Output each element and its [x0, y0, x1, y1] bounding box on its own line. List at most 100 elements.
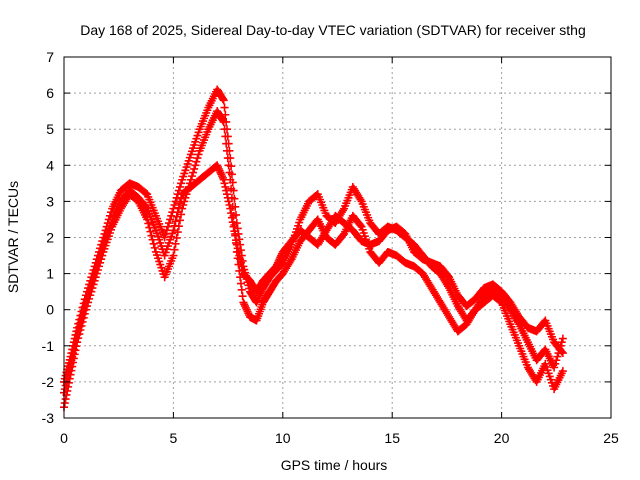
data-point: [99, 240, 108, 249]
data-point: [173, 208, 182, 217]
data-point: [238, 265, 247, 274]
y-tick-label: 4: [46, 157, 54, 173]
data-point: [174, 203, 183, 212]
data-point: [232, 236, 241, 245]
data-point: [186, 175, 195, 184]
data-point: [294, 221, 303, 230]
data-point: [104, 224, 113, 233]
data-point: [154, 232, 163, 241]
data-point: [177, 194, 186, 203]
data-point: [151, 226, 160, 235]
x-tick-label: 15: [384, 430, 400, 446]
data-point: [163, 242, 172, 251]
data-point: [181, 166, 190, 175]
data-point: [154, 254, 163, 263]
data-point: [171, 239, 180, 248]
data-point: [175, 182, 184, 191]
data-point: [85, 287, 94, 296]
y-tick-labels: -3 -2 -1 0 1 2 3 4 5 6 7: [42, 49, 55, 426]
data-point: [98, 244, 107, 253]
data-point: [542, 363, 551, 372]
data-point: [144, 219, 153, 228]
data-point: [235, 235, 244, 244]
x-axis-label: GPS time / hours: [281, 457, 388, 473]
y-tick-label: -1: [42, 338, 55, 354]
data-point: [88, 276, 97, 285]
data-point: [175, 216, 184, 225]
data-point: [173, 228, 182, 237]
data-point: [220, 179, 229, 188]
x-tick-label: 20: [494, 430, 510, 446]
chart-title: Day 168 of 2025, Sidereal Day-to-day VTE…: [80, 22, 586, 38]
data-point: [170, 245, 179, 254]
data-point: [227, 213, 236, 222]
data-point: [360, 232, 369, 241]
data-point: [152, 251, 161, 260]
data-point: [93, 258, 102, 267]
data-point: [169, 204, 178, 213]
data-point: [232, 240, 241, 249]
data-point: [219, 96, 228, 105]
data-point: [86, 284, 95, 293]
data-point: [177, 179, 186, 188]
data-point: [162, 226, 171, 235]
data-point: [237, 285, 246, 294]
data-point: [81, 298, 90, 307]
x-tick-labels: 0 5 10 15 20 25: [60, 430, 619, 446]
data-point: [69, 345, 78, 354]
data-point: [71, 338, 80, 347]
data-point: [220, 125, 229, 134]
data-point: [78, 310, 87, 319]
data-point: [165, 219, 174, 228]
data-point: [224, 161, 233, 170]
data-point: [235, 266, 244, 275]
data-point: [544, 369, 553, 378]
data-point: [165, 238, 174, 247]
data-point: [160, 233, 169, 242]
data-point: [82, 294, 91, 303]
data-point: [223, 154, 232, 163]
data-point: [226, 175, 235, 184]
data-point: [79, 306, 88, 315]
data-point: [166, 235, 175, 244]
data-point: [175, 199, 184, 208]
data-point: [147, 231, 156, 240]
data-point: [234, 247, 243, 256]
data-point: [76, 318, 85, 327]
data-point: [190, 140, 199, 149]
data-point: [146, 227, 155, 236]
y-axis-label: SDTVAR / TECUs: [5, 181, 21, 293]
data-point: [171, 197, 180, 206]
data-point: [543, 366, 552, 375]
data-point: [557, 338, 566, 347]
plot-marks: [60, 85, 567, 412]
data-point: [60, 385, 69, 394]
data-point: [184, 156, 193, 165]
data-point: [101, 234, 110, 243]
data-point: [228, 218, 237, 227]
data-point: [183, 159, 192, 168]
data-point: [97, 247, 106, 256]
data-point: [193, 154, 202, 163]
data-point: [230, 227, 239, 236]
data-point: [68, 352, 77, 361]
data-point: [100, 237, 109, 246]
y-tick-label: 2: [46, 230, 54, 246]
data-point: [172, 212, 181, 221]
data-point: [181, 193, 190, 202]
data-point: [222, 186, 231, 195]
series-track-2: [60, 107, 567, 412]
data-point: [541, 359, 550, 368]
data-point: [219, 117, 228, 126]
data-point: [229, 222, 238, 231]
data-point: [558, 367, 567, 376]
data-point: [170, 201, 179, 210]
data-point: [63, 374, 72, 383]
x-tick-label: 10: [275, 430, 291, 446]
data-point: [172, 193, 181, 202]
data-point: [157, 263, 166, 272]
data-point: [222, 139, 231, 148]
y-tick-label: -2: [42, 374, 55, 390]
data-point: [149, 239, 158, 248]
data-point: [69, 349, 78, 358]
